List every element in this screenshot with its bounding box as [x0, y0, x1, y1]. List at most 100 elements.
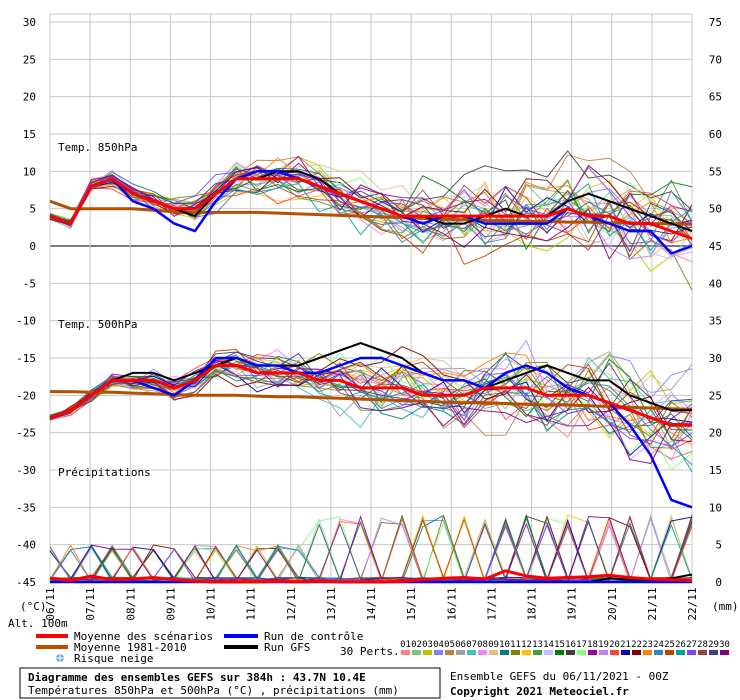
copyright: Copyright 2021 Meteociel.fr: [450, 685, 629, 698]
left-tick-label: 20: [23, 91, 36, 104]
x-tick-label: 12/11: [285, 587, 298, 620]
series-line-t500: [49, 364, 692, 427]
member-id: 19: [598, 640, 609, 650]
member-swatch: [720, 650, 729, 655]
x-tick-label: 06/11: [44, 587, 57, 620]
member-id: 24: [653, 640, 664, 650]
right-axis-unit: (mm): [712, 600, 739, 613]
member-id: 21: [620, 640, 631, 650]
member-id: 11: [510, 640, 521, 650]
member-id: 02: [411, 640, 422, 650]
x-tick-label: 15/11: [405, 587, 418, 620]
chart-title: Diagramme des ensembles GEFS sur 384h : …: [28, 671, 366, 684]
member-id: 30: [719, 640, 730, 650]
right-tick-label: 20: [709, 427, 722, 440]
series-line-precip: [49, 569, 693, 584]
member-id: 14: [543, 640, 554, 650]
member-swatch: [709, 650, 718, 655]
legend-control: Run de contrôle: [264, 630, 363, 643]
x-tick-label: 14/11: [365, 587, 378, 620]
member-id: 16: [565, 640, 576, 650]
x-tick-label: 20/11: [606, 587, 619, 620]
series-line-t500: [49, 342, 692, 419]
member-swatch: [434, 650, 443, 655]
member-swatch: [665, 650, 674, 655]
member-swatch: [610, 650, 619, 655]
member-swatch: [456, 650, 465, 655]
member-swatch: [599, 650, 608, 655]
legend-swatch-clim: [36, 645, 68, 649]
member-line: [49, 168, 693, 253]
member-id: 20: [609, 640, 620, 650]
right-tick-label: 55: [709, 165, 722, 178]
x-tick-label: 17/11: [485, 587, 498, 620]
legend-swatch-gfs: [224, 645, 258, 649]
member-swatch: [632, 650, 641, 655]
series-line-t850: [49, 177, 693, 240]
member-id: 06: [455, 640, 466, 650]
left-tick-label: -30: [16, 464, 36, 477]
member-id: 28: [697, 640, 708, 650]
member-swatch: [621, 650, 630, 655]
member-id: 08: [477, 640, 488, 650]
member-id: 15: [554, 640, 565, 650]
member-swatch: [533, 650, 542, 655]
left-axis-ticks: 30 25 20 15 10 5 0 -5 -10 -15 -20 -25 -30 -35 -40 -45: [16, 16, 36, 589]
left-tick-label: 0: [29, 240, 36, 253]
left-tick-label: -15: [16, 352, 36, 365]
right-tick-label: 30: [709, 352, 722, 365]
right-tick-label: 15: [709, 464, 722, 477]
altitude-label: Alt. 100m: [8, 617, 68, 630]
legend-swatch-control: [224, 634, 258, 638]
chart-subtitle: Températures 850hPa et 500hPa (°C) , pré…: [28, 684, 399, 697]
member-id: 01: [400, 640, 411, 650]
legend-clim: Moyenne 1981-2010: [74, 641, 187, 654]
member-id: 07: [466, 640, 477, 650]
section-label-t500: Temp. 500hPa: [58, 318, 137, 331]
x-tick-label: 10/11: [205, 587, 218, 620]
member-id: 29: [708, 640, 719, 650]
legend-gfs: Run GFS: [264, 641, 310, 654]
member-swatch: [401, 650, 410, 655]
right-tick-label: 35: [709, 315, 722, 328]
left-tick-label: -40: [16, 539, 36, 552]
member-id: 03: [422, 640, 433, 650]
member-swatch: [423, 650, 432, 655]
member-swatch: [698, 650, 707, 655]
member-id: 22: [631, 640, 642, 650]
x-tick-label: 09/11: [164, 587, 177, 620]
member-swatch: [687, 650, 696, 655]
member-line: [49, 363, 693, 445]
member-swatch: [412, 650, 421, 655]
member-id: 09: [488, 640, 499, 650]
member-swatch: [478, 650, 487, 655]
x-tick-label: 22/11: [686, 587, 699, 620]
member-id: 10: [499, 640, 510, 650]
member-line: [49, 359, 693, 464]
x-tick-label: 07/11: [84, 587, 97, 620]
member-id: 23: [642, 640, 653, 650]
left-tick-label: 30: [23, 16, 36, 29]
member-line: [49, 164, 693, 242]
x-tick-label: 18/11: [526, 587, 539, 620]
left-tick-label: -45: [16, 576, 36, 589]
title-box: [19, 667, 441, 699]
member-swatch: [489, 650, 498, 655]
member-id: 13: [532, 640, 543, 650]
right-tick-label: 10: [709, 501, 722, 514]
ensemble-run-info: Ensemble GEFS du 06/11/2021 - 00Z: [450, 670, 669, 683]
member-swatch: [511, 650, 520, 655]
member-swatch: [522, 650, 531, 655]
right-tick-label: 70: [709, 53, 722, 66]
legend-snow: Risque neige: [74, 652, 153, 665]
member-swatch: [544, 650, 553, 655]
right-tick-label: 75: [709, 16, 722, 29]
member-swatch: [676, 650, 685, 655]
member-id: 18: [587, 640, 598, 650]
right-tick-label: 25: [709, 389, 722, 402]
left-tick-label: 10: [23, 165, 36, 178]
x-tick-label: 21/11: [646, 587, 659, 620]
left-tick-label: 5: [29, 203, 36, 216]
x-axis-ticks: 06/11 07/11 08/11 09/11 10/11 11/11 12/11 13/11…: [44, 587, 699, 620]
